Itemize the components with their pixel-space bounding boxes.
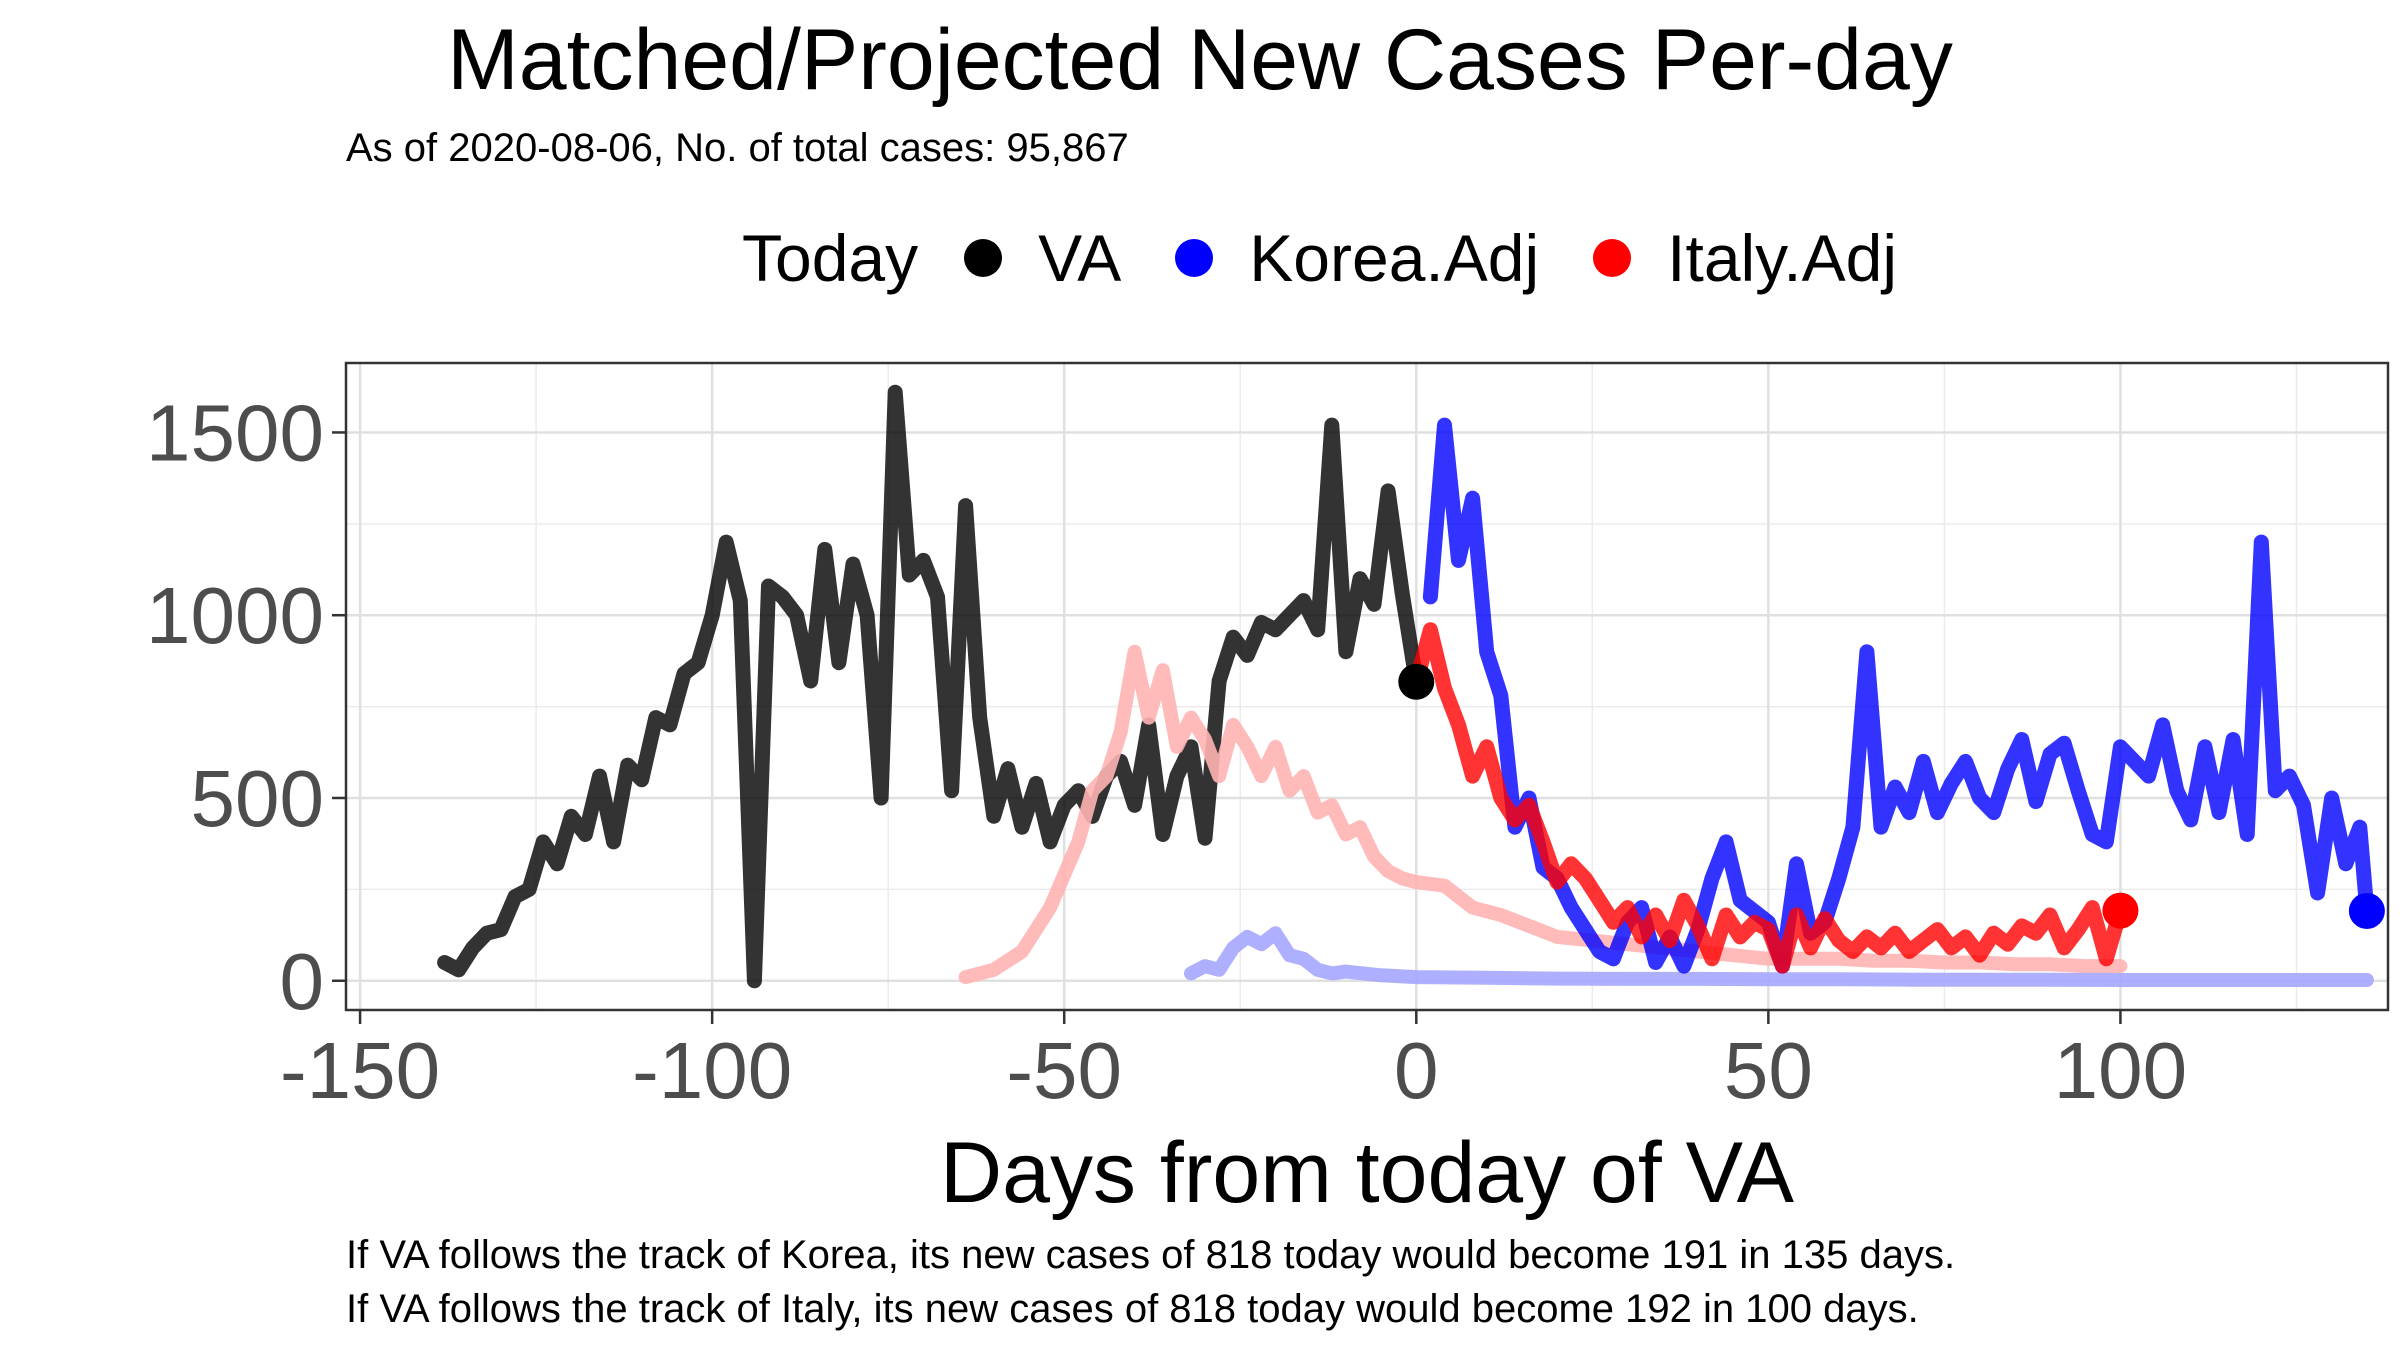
series-line-reference-2 bbox=[1184, 926, 2374, 987]
caption-italy: If VA follows the track of Italy, its ne… bbox=[346, 1287, 1919, 1331]
x-tick-label: 0 bbox=[1394, 1026, 1439, 1115]
y-tick-label: 500 bbox=[191, 754, 324, 843]
y-tick-label: 1000 bbox=[146, 571, 324, 660]
series-line-reference-1 bbox=[958, 644, 2128, 985]
marker-va bbox=[1398, 663, 1435, 700]
legend-title: Today bbox=[742, 221, 919, 295]
legend-label-italy: Italy.Adj bbox=[1667, 221, 1898, 295]
series-line-italy-adj bbox=[1408, 622, 2128, 974]
chart-title: Matched/Projected New Cases Per-day bbox=[447, 12, 1953, 108]
series-line-va bbox=[437, 384, 1424, 989]
legend-key-italy bbox=[1593, 239, 1632, 277]
legend-key-korea bbox=[1175, 239, 1214, 277]
x-tick-label: 100 bbox=[2054, 1026, 2187, 1115]
chart-subtitle: As of 2020-08-06, No. of total cases: 95… bbox=[346, 126, 1129, 170]
chart-series bbox=[437, 384, 2375, 989]
series-line-korea-adj bbox=[1422, 417, 2375, 974]
marker-italy-adj bbox=[2102, 892, 2139, 929]
x-tick-label: 50 bbox=[1724, 1026, 1813, 1115]
legend-key-va bbox=[964, 239, 1003, 277]
legend-label-korea: Korea.Adj bbox=[1249, 221, 1540, 295]
marker-korea-adj bbox=[2348, 892, 2385, 929]
x-tick-label: -50 bbox=[1006, 1026, 1122, 1115]
legend-label-va: VA bbox=[1038, 221, 1122, 295]
x-tick-label: -150 bbox=[280, 1026, 440, 1115]
today-markers bbox=[1398, 663, 2385, 929]
plot-panel-border bbox=[344, 361, 2390, 1012]
caption-korea: If VA follows the track of Korea, its ne… bbox=[346, 1233, 1956, 1277]
x-tick-label: -100 bbox=[632, 1026, 792, 1115]
x-axis-title: Days from today of VA bbox=[940, 1125, 1795, 1221]
y-tick-label: 1500 bbox=[146, 388, 324, 477]
legend: Today VA Korea.Adj Italy.Adj bbox=[742, 218, 1951, 298]
y-tick-label: 0 bbox=[280, 937, 325, 1026]
